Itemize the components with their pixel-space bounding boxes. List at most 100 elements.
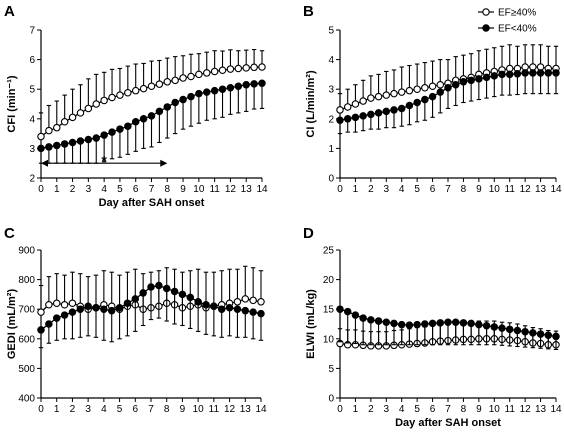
data-point (467, 76, 475, 85)
y-tick-label: 5 (29, 85, 35, 96)
x-tick-label: 10 (193, 404, 205, 415)
data-point (60, 311, 69, 319)
data-point (68, 113, 77, 122)
data-point (257, 298, 265, 306)
y-tick-label: 20 (323, 275, 335, 286)
data-point (139, 84, 148, 93)
y-axis-title: GEDI (mL/m²) (6, 289, 18, 360)
data-point (242, 64, 250, 72)
data-point (37, 308, 45, 316)
data-point (459, 319, 468, 327)
data-point (179, 74, 187, 82)
data-point (37, 144, 45, 153)
x-tick-label: 9 (180, 184, 186, 195)
x-tick-label: 14 (255, 404, 267, 415)
data-point (249, 308, 257, 316)
data-point (343, 115, 352, 123)
data-point (482, 322, 491, 330)
data-point (60, 301, 69, 309)
x-tick-label: 7 (445, 184, 451, 195)
data-point (226, 83, 235, 92)
data-point (513, 326, 522, 335)
data-point (179, 95, 187, 104)
series-ef-lt-40 (336, 305, 560, 351)
data-point (451, 81, 460, 89)
data-point (490, 323, 499, 331)
y-tick-label: 4 (29, 114, 35, 125)
data-point (163, 78, 172, 86)
data-point (505, 70, 514, 79)
data-point (76, 137, 85, 145)
data-point (203, 88, 211, 96)
data-point (390, 89, 398, 98)
y-tick-label: 7 (29, 26, 35, 37)
data-point (92, 100, 101, 108)
data-point (155, 80, 164, 88)
x-tick-label: 0 (337, 404, 343, 415)
data-point (171, 98, 179, 107)
x-tick-label: 10 (489, 404, 501, 415)
x-tick-label: 1 (353, 404, 359, 415)
data-point (100, 305, 108, 313)
data-point (115, 303, 124, 312)
data-point (552, 332, 560, 341)
y-tick-label: 1 (328, 144, 334, 155)
data-point (436, 319, 445, 327)
data-point (92, 134, 101, 142)
data-point (155, 107, 164, 116)
y-tick-label: 2 (328, 114, 334, 125)
data-point (505, 325, 514, 334)
data-point (139, 115, 148, 123)
data-point (521, 327, 529, 336)
data-point (171, 76, 179, 85)
x-tick-label: 3 (86, 184, 92, 195)
x-tick-label: 5 (414, 184, 420, 195)
data-point (45, 301, 53, 309)
data-point (195, 70, 203, 79)
data-point (258, 63, 266, 71)
data-point (336, 116, 344, 125)
y-tick-label: 15 (323, 305, 335, 316)
data-point (84, 135, 93, 144)
series-ef-lt-40 (336, 69, 560, 135)
x-tick-label: 6 (430, 404, 436, 415)
data-point (108, 128, 116, 136)
data-point (100, 131, 108, 139)
x-tick-label: 2 (368, 184, 374, 195)
data-point (544, 331, 553, 339)
y-tick-label: 25 (323, 246, 335, 257)
x-tick-label: 7 (148, 404, 154, 415)
y-axis-title: CI (L/min/m²) (305, 70, 317, 138)
data-point (116, 125, 124, 133)
data-point (52, 299, 61, 308)
x-tick-label: 3 (384, 404, 390, 415)
data-point (170, 287, 179, 296)
y-tick-label: 500 (18, 364, 35, 375)
x-axis-title: Day after SAH onset (395, 417, 501, 429)
data-point (428, 92, 437, 101)
data-point (60, 140, 69, 148)
x-tick-label: 0 (38, 404, 44, 415)
legend-marker (482, 24, 490, 32)
panel-letter: B (303, 3, 314, 20)
x-tick-label: 6 (133, 184, 139, 195)
data-point (257, 309, 265, 318)
data-point (529, 329, 537, 337)
data-point (397, 88, 406, 96)
data-point (405, 101, 414, 110)
data-point (233, 305, 242, 313)
data-point (234, 64, 243, 73)
series-ef-lt-40 (37, 281, 265, 349)
data-point (53, 123, 61, 132)
data-point (490, 72, 499, 80)
x-tick-label: 9 (180, 404, 186, 415)
y-tick-label: 800 (18, 275, 35, 286)
data-point (536, 69, 545, 77)
data-point (37, 326, 45, 334)
data-point (351, 100, 360, 108)
data-point (451, 318, 460, 326)
x-tick-label: 3 (384, 184, 390, 195)
x-tick-label: 8 (461, 184, 467, 195)
